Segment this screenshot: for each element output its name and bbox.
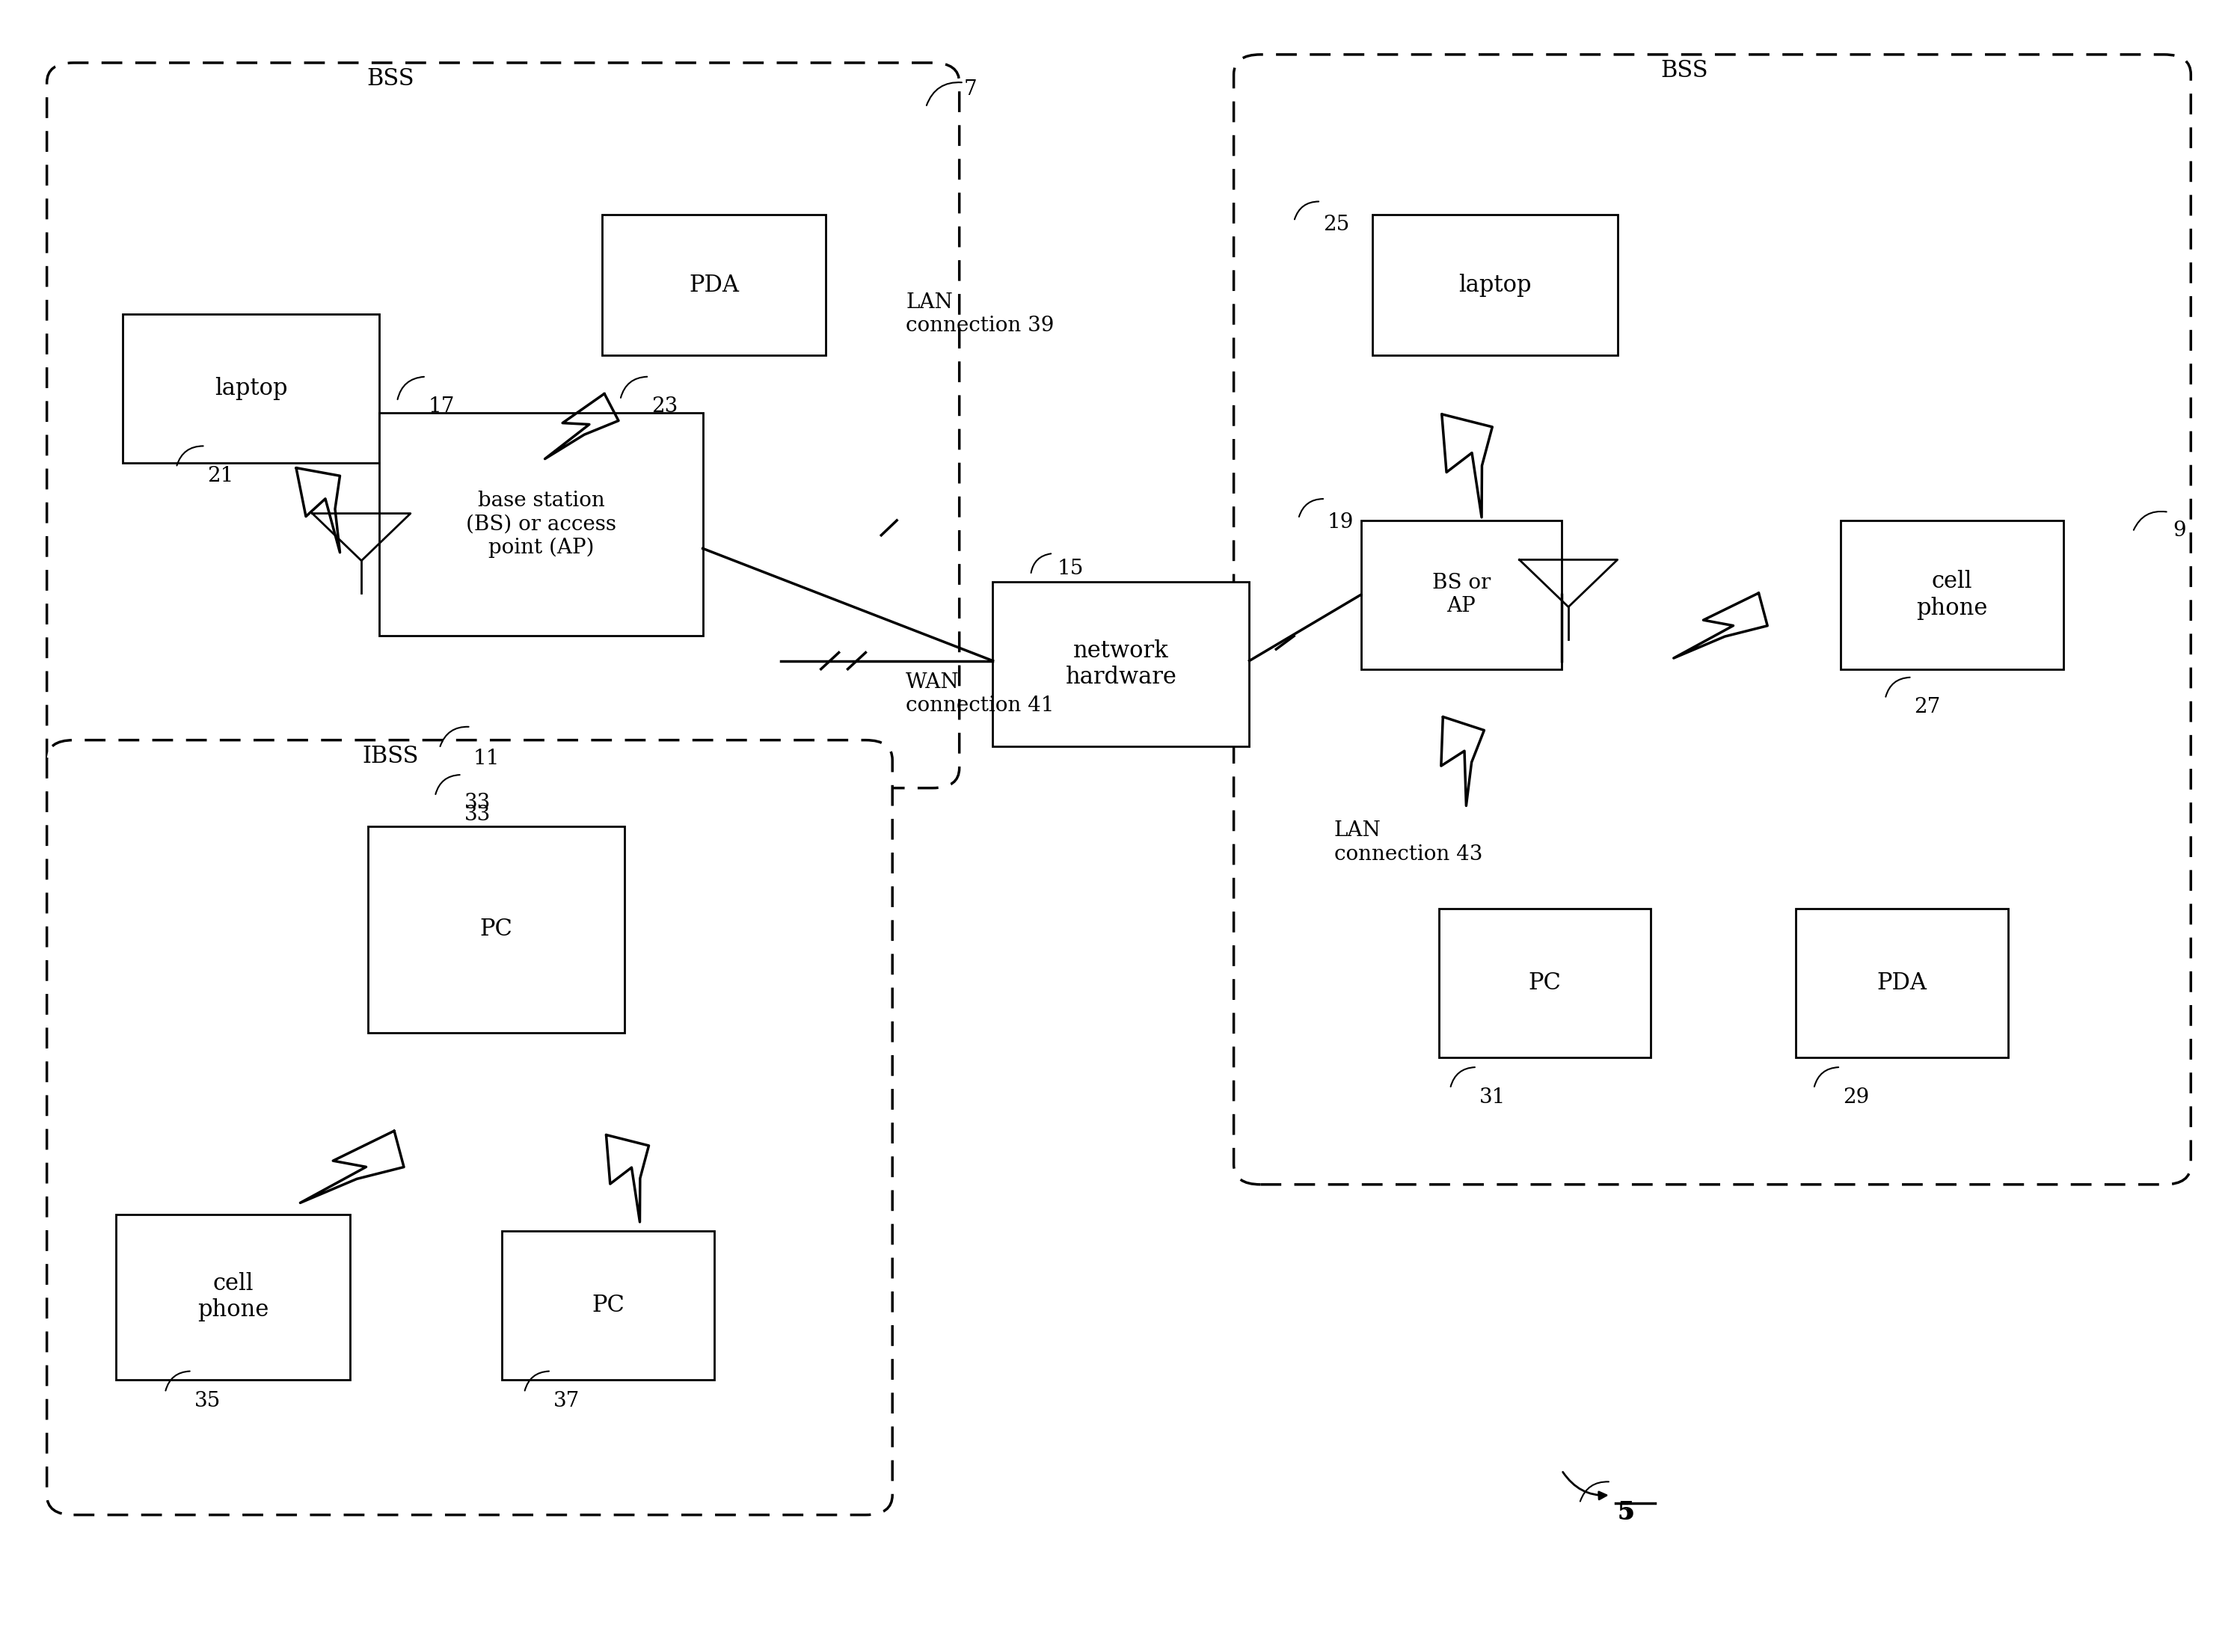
Text: BS or
AP: BS or AP <box>1432 573 1490 616</box>
Text: PC: PC <box>591 1294 625 1317</box>
Text: cell
phone: cell phone <box>199 1272 268 1322</box>
Text: 29: 29 <box>1843 1087 1870 1107</box>
Text: IBSS: IBSS <box>361 745 419 768</box>
Text: BSS: BSS <box>1660 59 1709 83</box>
Text: 7: 7 <box>964 79 977 99</box>
Text: PDA: PDA <box>689 273 738 297</box>
Text: 33: 33 <box>464 805 491 824</box>
Text: 17: 17 <box>428 396 455 416</box>
Text: 23: 23 <box>651 396 678 416</box>
FancyBboxPatch shape <box>602 215 825 355</box>
FancyBboxPatch shape <box>502 1231 714 1379</box>
Text: 9: 9 <box>2173 520 2186 540</box>
Text: 21: 21 <box>207 466 234 486</box>
Text: PC: PC <box>480 917 513 942</box>
Text: LAN
connection 39: LAN connection 39 <box>906 292 1055 335</box>
Text: network
hardware: network hardware <box>1066 639 1176 689</box>
Text: laptop: laptop <box>1459 273 1530 297</box>
FancyBboxPatch shape <box>47 63 959 788</box>
FancyBboxPatch shape <box>1796 909 2008 1057</box>
Text: 25: 25 <box>1323 215 1350 235</box>
Text: 5: 5 <box>1617 1503 1631 1523</box>
Text: 11: 11 <box>473 748 500 768</box>
Text: base station
(BS) or access
point (AP): base station (BS) or access point (AP) <box>466 491 616 558</box>
Text: 35: 35 <box>194 1391 221 1411</box>
FancyBboxPatch shape <box>123 314 379 463</box>
Text: 15: 15 <box>1057 558 1084 578</box>
Text: cell
phone: cell phone <box>1916 570 1988 620</box>
FancyBboxPatch shape <box>1372 215 1617 355</box>
FancyBboxPatch shape <box>116 1214 350 1379</box>
Text: 37: 37 <box>553 1391 580 1411</box>
Text: WAN
connection 41: WAN connection 41 <box>906 672 1055 715</box>
Text: 33: 33 <box>464 793 491 813</box>
Text: PDA: PDA <box>1876 971 1928 995</box>
Text: 5: 5 <box>1617 1500 1635 1525</box>
Text: 27: 27 <box>1914 697 1941 717</box>
FancyBboxPatch shape <box>1841 520 2064 669</box>
FancyBboxPatch shape <box>368 826 625 1032</box>
FancyBboxPatch shape <box>1234 55 2191 1184</box>
Text: PC: PC <box>1528 971 1562 995</box>
FancyBboxPatch shape <box>1361 520 1562 669</box>
FancyBboxPatch shape <box>993 582 1249 747</box>
Text: 31: 31 <box>1479 1087 1506 1107</box>
FancyBboxPatch shape <box>1439 909 1651 1057</box>
FancyBboxPatch shape <box>379 413 703 636</box>
FancyBboxPatch shape <box>47 740 892 1515</box>
Text: BSS: BSS <box>366 68 415 91</box>
Text: LAN
connection 43: LAN connection 43 <box>1334 821 1484 864</box>
Text: laptop: laptop <box>214 377 288 400</box>
Text: 19: 19 <box>1327 512 1354 532</box>
